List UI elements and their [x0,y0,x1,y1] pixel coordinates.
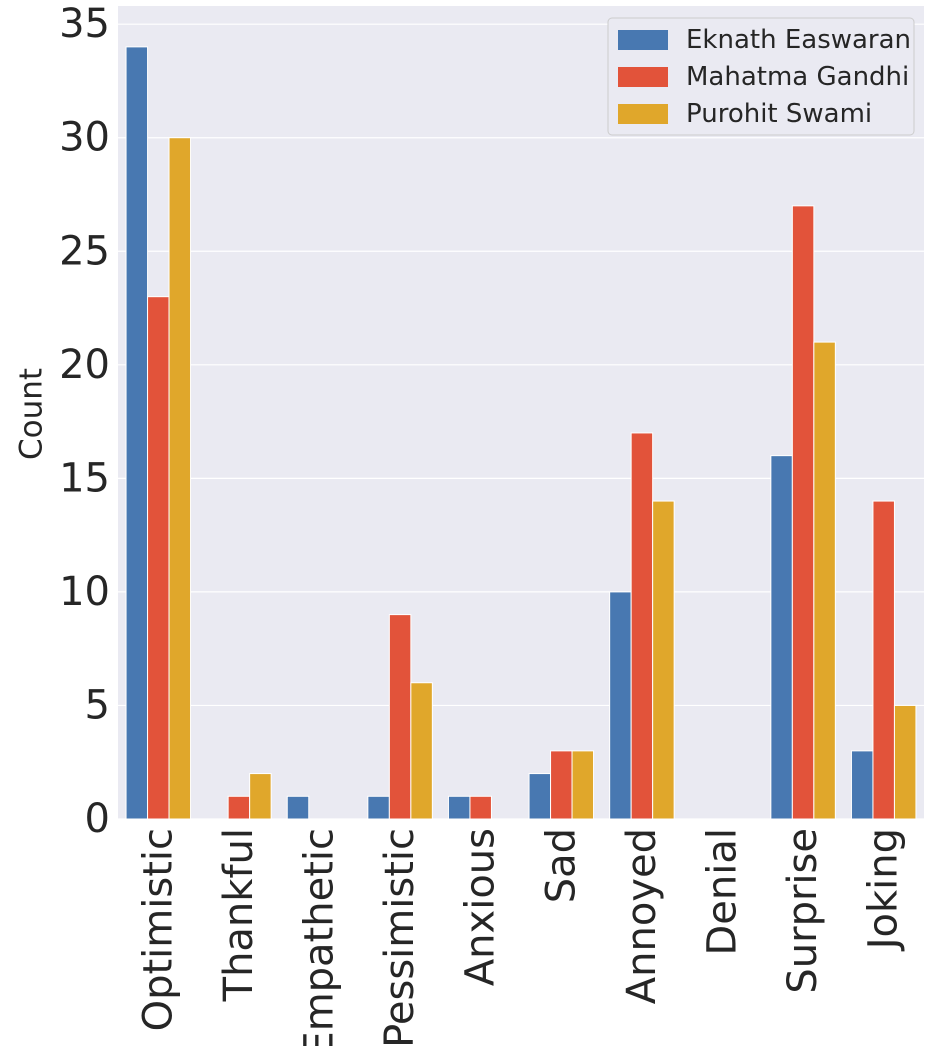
bar-sad-series-0 [528,773,552,820]
bar-joking-series-1 [872,500,895,820]
y-tick-label: 30 [59,115,110,161]
bar-surprise-series-2 [813,341,836,820]
legend-swatch [618,30,668,50]
x-tick-label: Annoyed [619,828,665,1004]
bars [125,46,917,820]
y-tick-label: 5 [85,682,110,728]
x-tick-labels: Optimistic Thankful Empathetic Pessimistic A… [135,828,906,1046]
bar-pessimistic-series-2 [410,682,433,820]
bar-optimistic-series-0 [125,46,149,820]
bar-pessimistic-series-0 [367,795,390,820]
y-tick-label: 0 [85,796,110,842]
x-tick-label: Empathetic [297,828,343,1046]
x-tick-label: Anxious [458,828,504,986]
bar-annoyed-series-0 [609,591,632,820]
x-tick-label: Thankful [216,828,262,1002]
y-tick-labels: 0 5 10 15 20 25 30 35 [59,1,110,842]
bar-optimistic-series-1 [147,296,170,820]
y-tick-label: 15 [59,455,110,501]
bar-anxious-series-0 [447,795,471,820]
legend-swatch [618,67,668,87]
legend-box [607,17,915,136]
x-tick-label: Sad [538,828,584,903]
y-tick-label: 20 [59,342,110,388]
bar-pessimistic-series-1 [388,614,412,820]
bar-thankful-series-1 [227,795,251,820]
x-tick-label: Joking [861,828,907,952]
bar-joking-series-2 [893,704,917,820]
legend-label: Mahatma Gandhi [686,62,909,92]
bar-annoyed-series-1 [630,432,654,820]
legend-label: Purohit Swami [686,99,872,129]
x-tick-label: Optimistic [135,828,181,1031]
bar-surprise-series-1 [791,205,815,820]
bar-thankful-series-2 [249,773,272,820]
x-tick-label: Surprise [780,828,826,994]
y-tick-label: 10 [59,569,110,615]
y-axis-label: Count [14,368,50,460]
x-tick-label: Pessimistic [377,828,423,1046]
bar-optimistic-series-2 [168,137,192,820]
legend-label: Eknath Easwaran [686,25,911,55]
x-tick-label: Denial [700,828,746,956]
y-tick-label: 25 [59,228,110,274]
bar-anxious-series-1 [469,795,492,820]
y-tick-label: 35 [59,1,110,47]
bar-empathetic-series-0 [286,795,310,820]
legend-swatch [618,104,668,124]
legend: Eknath Easwaran Mahatma Gandhi Purohit Swa… [607,17,915,136]
bar-joking-series-0 [850,750,874,820]
bar-annoyed-series-2 [652,500,675,820]
bar-surprise-series-0 [770,455,793,820]
bar-sad-series-2 [571,750,595,820]
bar-sad-series-1 [550,750,573,820]
